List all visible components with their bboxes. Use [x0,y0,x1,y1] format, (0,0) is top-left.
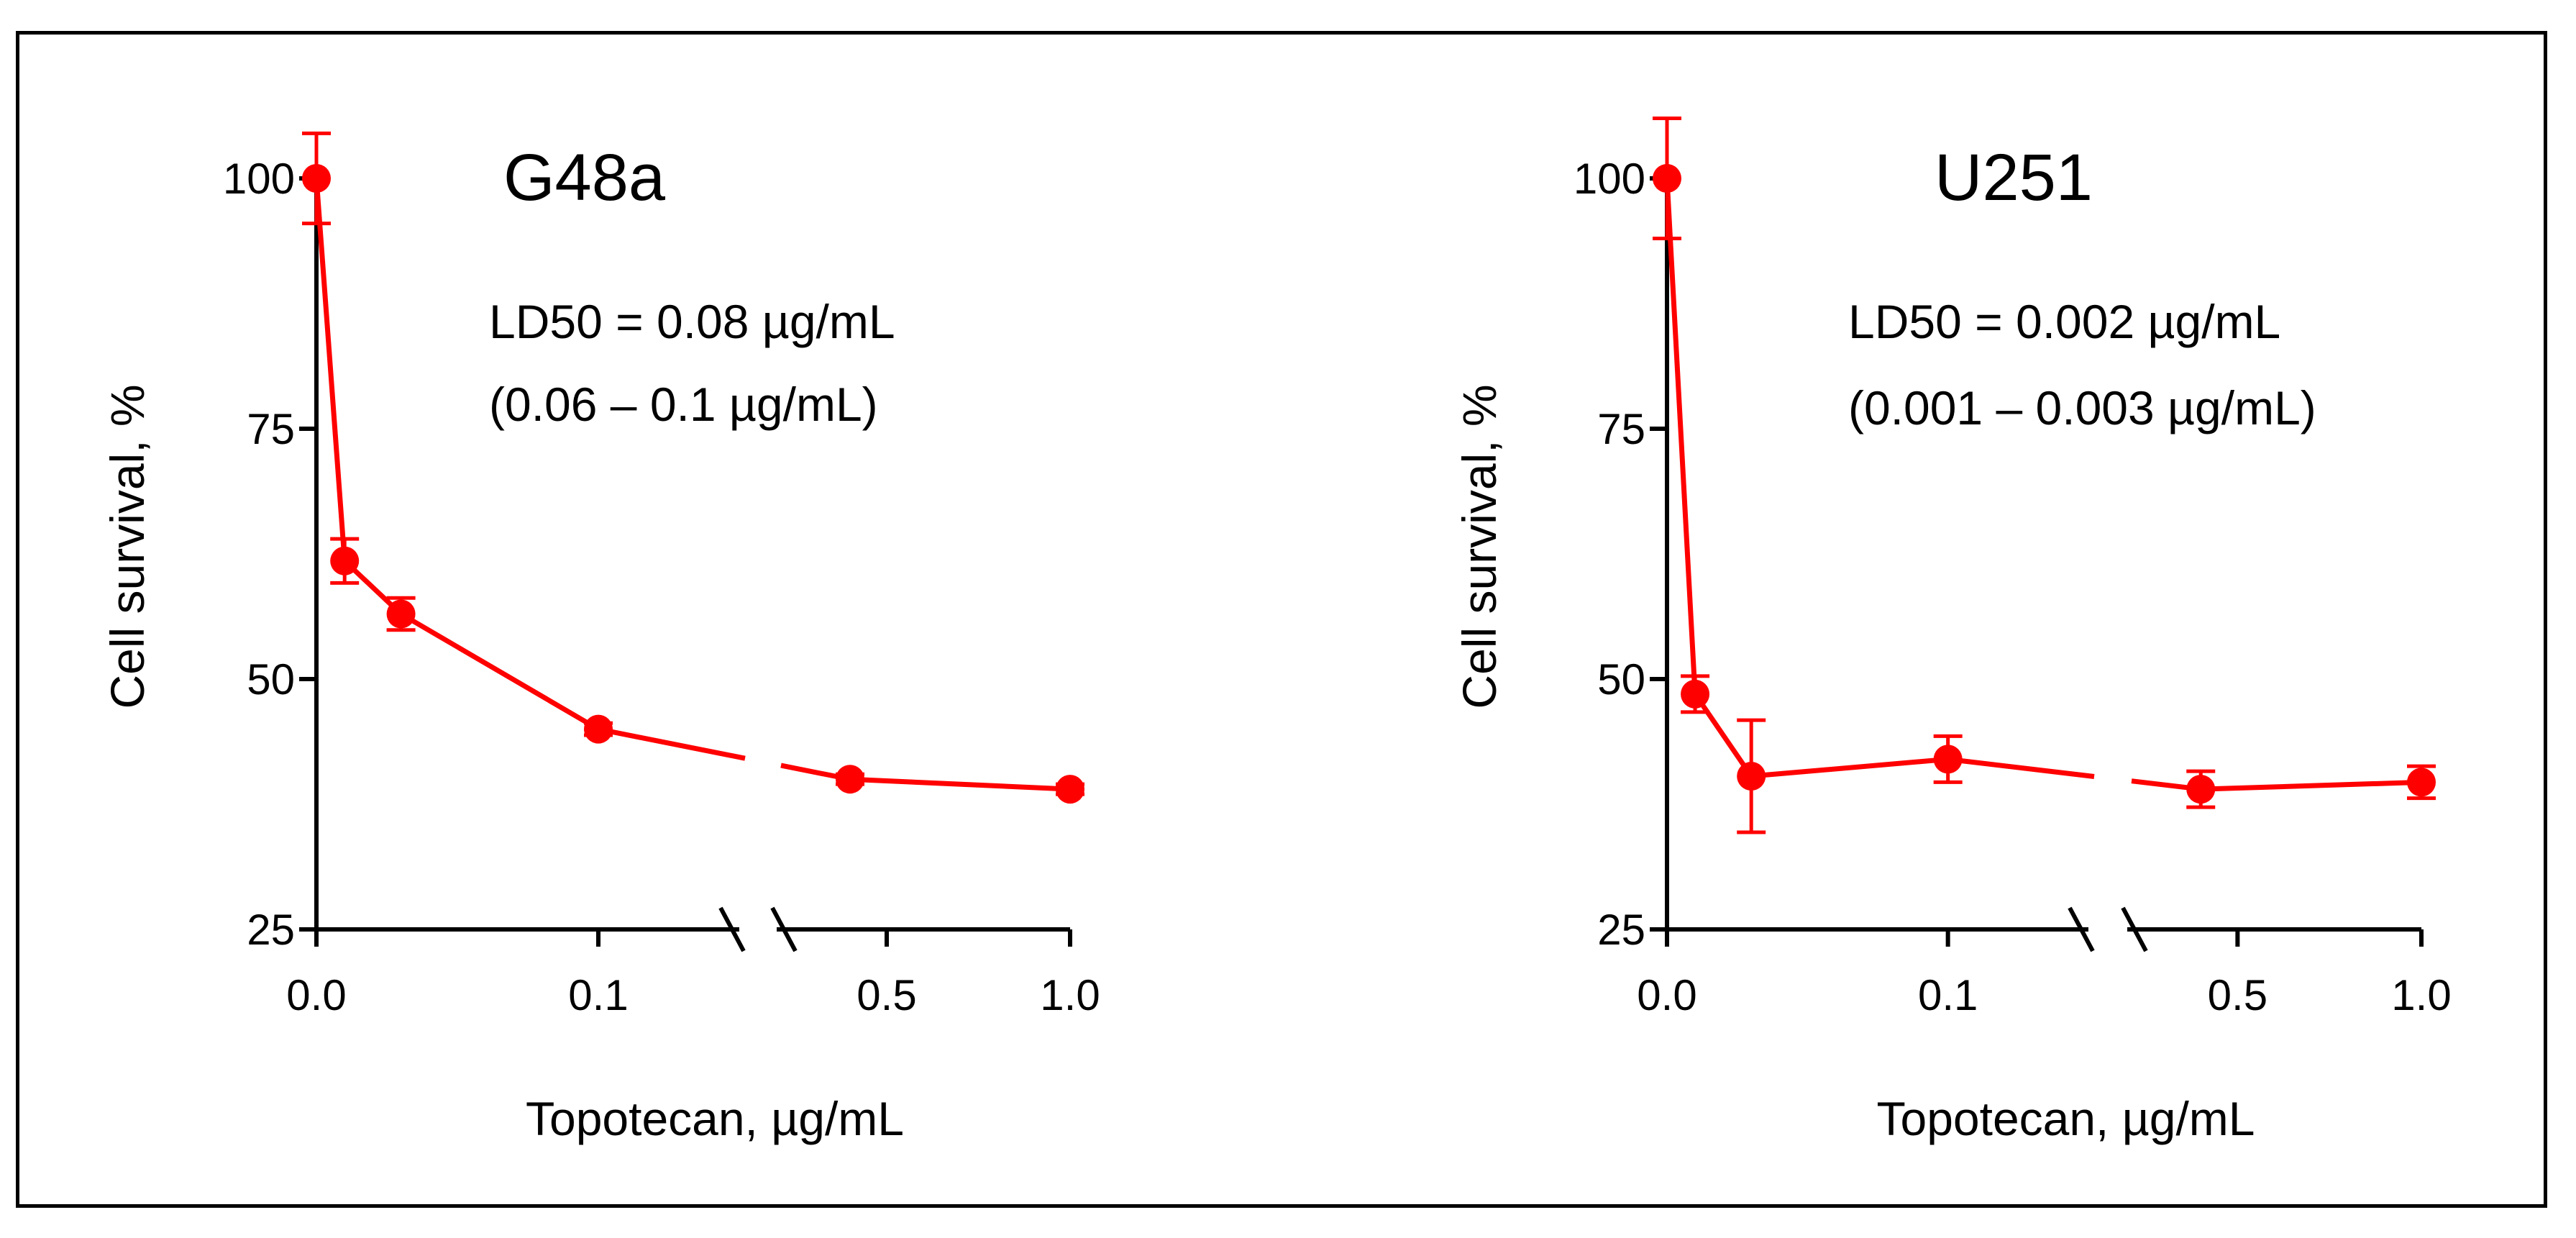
panel2-series-line-segment [1664,178,1698,695]
panel1-data-point [836,765,864,794]
panel1-x-axis-title: Topotecan, µg/mL [526,1092,904,1145]
panel2-axis-break-mark [2068,906,2095,952]
panel2-title: U251 [1935,141,2093,214]
panel1-series-line-segment [598,727,746,761]
panel2-y-axis-title: Cell survival, % [1453,384,1506,709]
panel1-series-line-segment [849,776,1071,792]
panel1-data-point [1056,775,1084,804]
panel2-series-line-segment [1947,756,2095,779]
panel1-ld50-annotation: LD50 = 0.08 µg/mL [489,295,895,348]
panel1-y-tick-label: 100 [223,155,295,203]
panel1-data-point [330,546,360,575]
panel1-data-point [386,599,416,629]
panel2-y-tick-label: 25 [1597,906,1645,954]
panel2-x-tick-label: 1.0 [2391,971,2451,1019]
panel2-axis-break-mark [2121,906,2148,952]
panel1-x-tick-label: 0.5 [857,971,916,1019]
panel1-y-axis-title: Cell survival, % [101,384,154,709]
panel1-x-tick-label: 0.1 [568,971,628,1019]
panel2-series-line-segment [1750,756,1948,779]
panel2-data-point [2407,768,2436,797]
panel2-series-line-segment [2201,779,2422,792]
panel1-axis-break-mark [718,906,746,952]
panel1-x-tick-label: 0.0 [286,971,346,1019]
panel1-data-point [584,714,613,744]
panel1-ld50-range-annotation: (0.06 – 0.1 µg/mL) [489,378,878,431]
panel2-data-point [1681,679,1710,709]
panel1-data-point [302,164,331,193]
panel1-x-tick-label: 1.0 [1040,971,1100,1019]
panel2-data-point [1737,762,1766,791]
panel1-series-line-segment [314,178,347,562]
panel2-data-point [2186,775,2216,804]
panel2-ld50-annotation: LD50 = 0.002 µg/mL [1848,295,2280,348]
panel2-y-tick-label: 100 [1574,155,1645,203]
panel2-series-line-segment [1693,692,1754,778]
panel1-y-tick-label: 50 [247,655,295,704]
panel2-ld50-range-annotation: (0.001 – 0.003 µg/mL) [1848,381,2316,434]
panel2-x-tick-label: 0.5 [2208,971,2267,1019]
panel1-y-tick-label: 25 [247,906,295,954]
panel2-x-axis-title: Topotecan, µg/mL [1876,1092,2255,1145]
panel1-series-line-segment [399,611,600,732]
panel2-data-point [1933,745,1963,774]
panel2-x-tick-label: 0.1 [1918,971,1978,1019]
panel2-y-tick-label: 50 [1597,655,1645,704]
panel1-y-tick-label: 75 [247,405,295,453]
panel2-x-tick-label: 0.0 [1637,971,1696,1019]
panel2-data-point [1653,164,1681,193]
figure-frame [16,31,2547,1208]
panel1-axis-break-mark [770,906,798,952]
panel1-title: G48a [503,141,666,214]
panel2-y-tick-label: 75 [1597,405,1645,453]
